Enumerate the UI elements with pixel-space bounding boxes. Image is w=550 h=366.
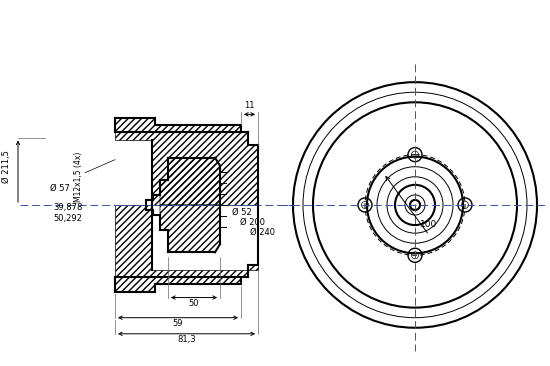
Text: Ø 240: Ø 240 (250, 228, 275, 237)
Text: 81,3: 81,3 (177, 335, 196, 344)
Text: 39,878: 39,878 (53, 203, 82, 212)
Text: Ø 52: Ø 52 (232, 208, 252, 217)
Text: Ø 57: Ø 57 (50, 184, 70, 193)
Text: 480019: 480019 (338, 12, 432, 32)
Text: Ø 211,5: Ø 211,5 (3, 150, 12, 183)
Text: 50: 50 (189, 299, 199, 307)
Text: M12x1,5 (4x): M12x1,5 (4x) (74, 152, 82, 202)
Text: Ø 200: Ø 200 (240, 218, 265, 227)
Text: 11: 11 (244, 101, 255, 110)
Text: 24.0220-0018.1: 24.0220-0018.1 (111, 12, 307, 32)
Text: 50,292: 50,292 (53, 214, 82, 223)
Text: 59: 59 (173, 319, 183, 328)
Text: 100: 100 (420, 220, 438, 229)
